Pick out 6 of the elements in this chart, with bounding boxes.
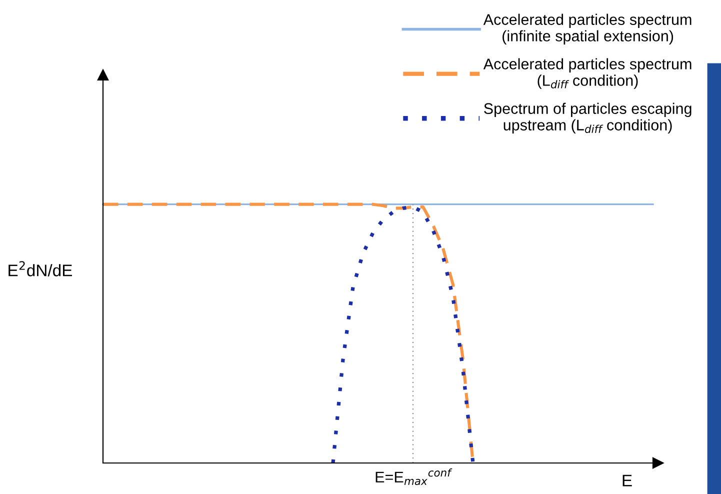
legend-label: Accelerated particles spectrum (L$_{diff}$ condition) bbox=[483, 58, 692, 89]
legend-label: Accelerated particles spectrum (infinite spatial extension) bbox=[483, 14, 692, 44]
y-axis-title: E$^{2}$dN/dE bbox=[8, 261, 72, 276]
legend-label: Spectrum of particles escaping upstream (L$_{diff}$ condition) bbox=[484, 102, 692, 134]
text: E=E$_{max}$$^{conf}$ bbox=[376, 468, 452, 486]
x-axis-title: E bbox=[622, 474, 632, 486]
